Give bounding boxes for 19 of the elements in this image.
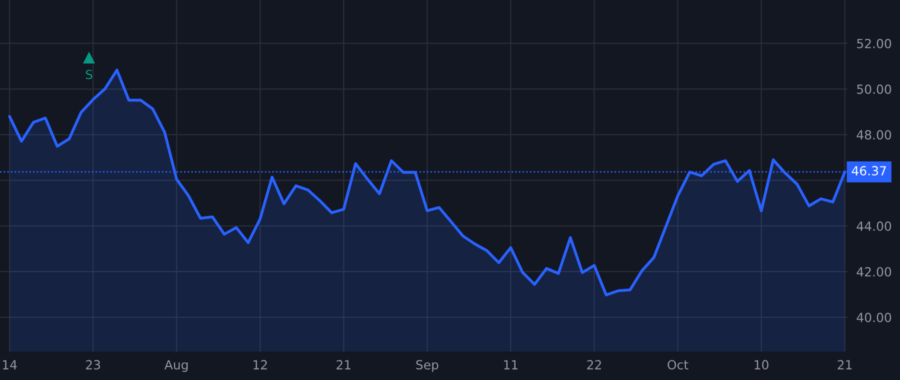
ref-line-label: 46.37	[852, 166, 886, 176]
x-tick-label: Sep	[416, 360, 438, 372]
x-tick-label: Oct	[668, 360, 688, 370]
y-tick-label: 50.00	[857, 84, 892, 94]
y-tick-label: 52.00	[857, 38, 892, 48]
x-tick-label: 12	[254, 360, 267, 370]
x-tick-label: 10	[754, 360, 768, 370]
x-tick-label: 21	[336, 360, 350, 370]
x-tick-label: 21	[838, 360, 852, 370]
x-tick-label: 14	[2, 360, 17, 370]
annotation: S	[86, 70, 92, 80]
y-tick-label: 48.00	[856, 130, 892, 140]
y-tick-label: 42.00	[856, 267, 892, 277]
x-tick-label: Aug	[164, 360, 188, 372]
x-tick-label: 11	[504, 360, 518, 370]
y-tick-label: 40.00	[856, 312, 892, 322]
x-tick-label: 23	[86, 360, 100, 370]
y-tick-label: 44.00	[856, 221, 892, 231]
x-tick-label: 22	[587, 360, 601, 370]
